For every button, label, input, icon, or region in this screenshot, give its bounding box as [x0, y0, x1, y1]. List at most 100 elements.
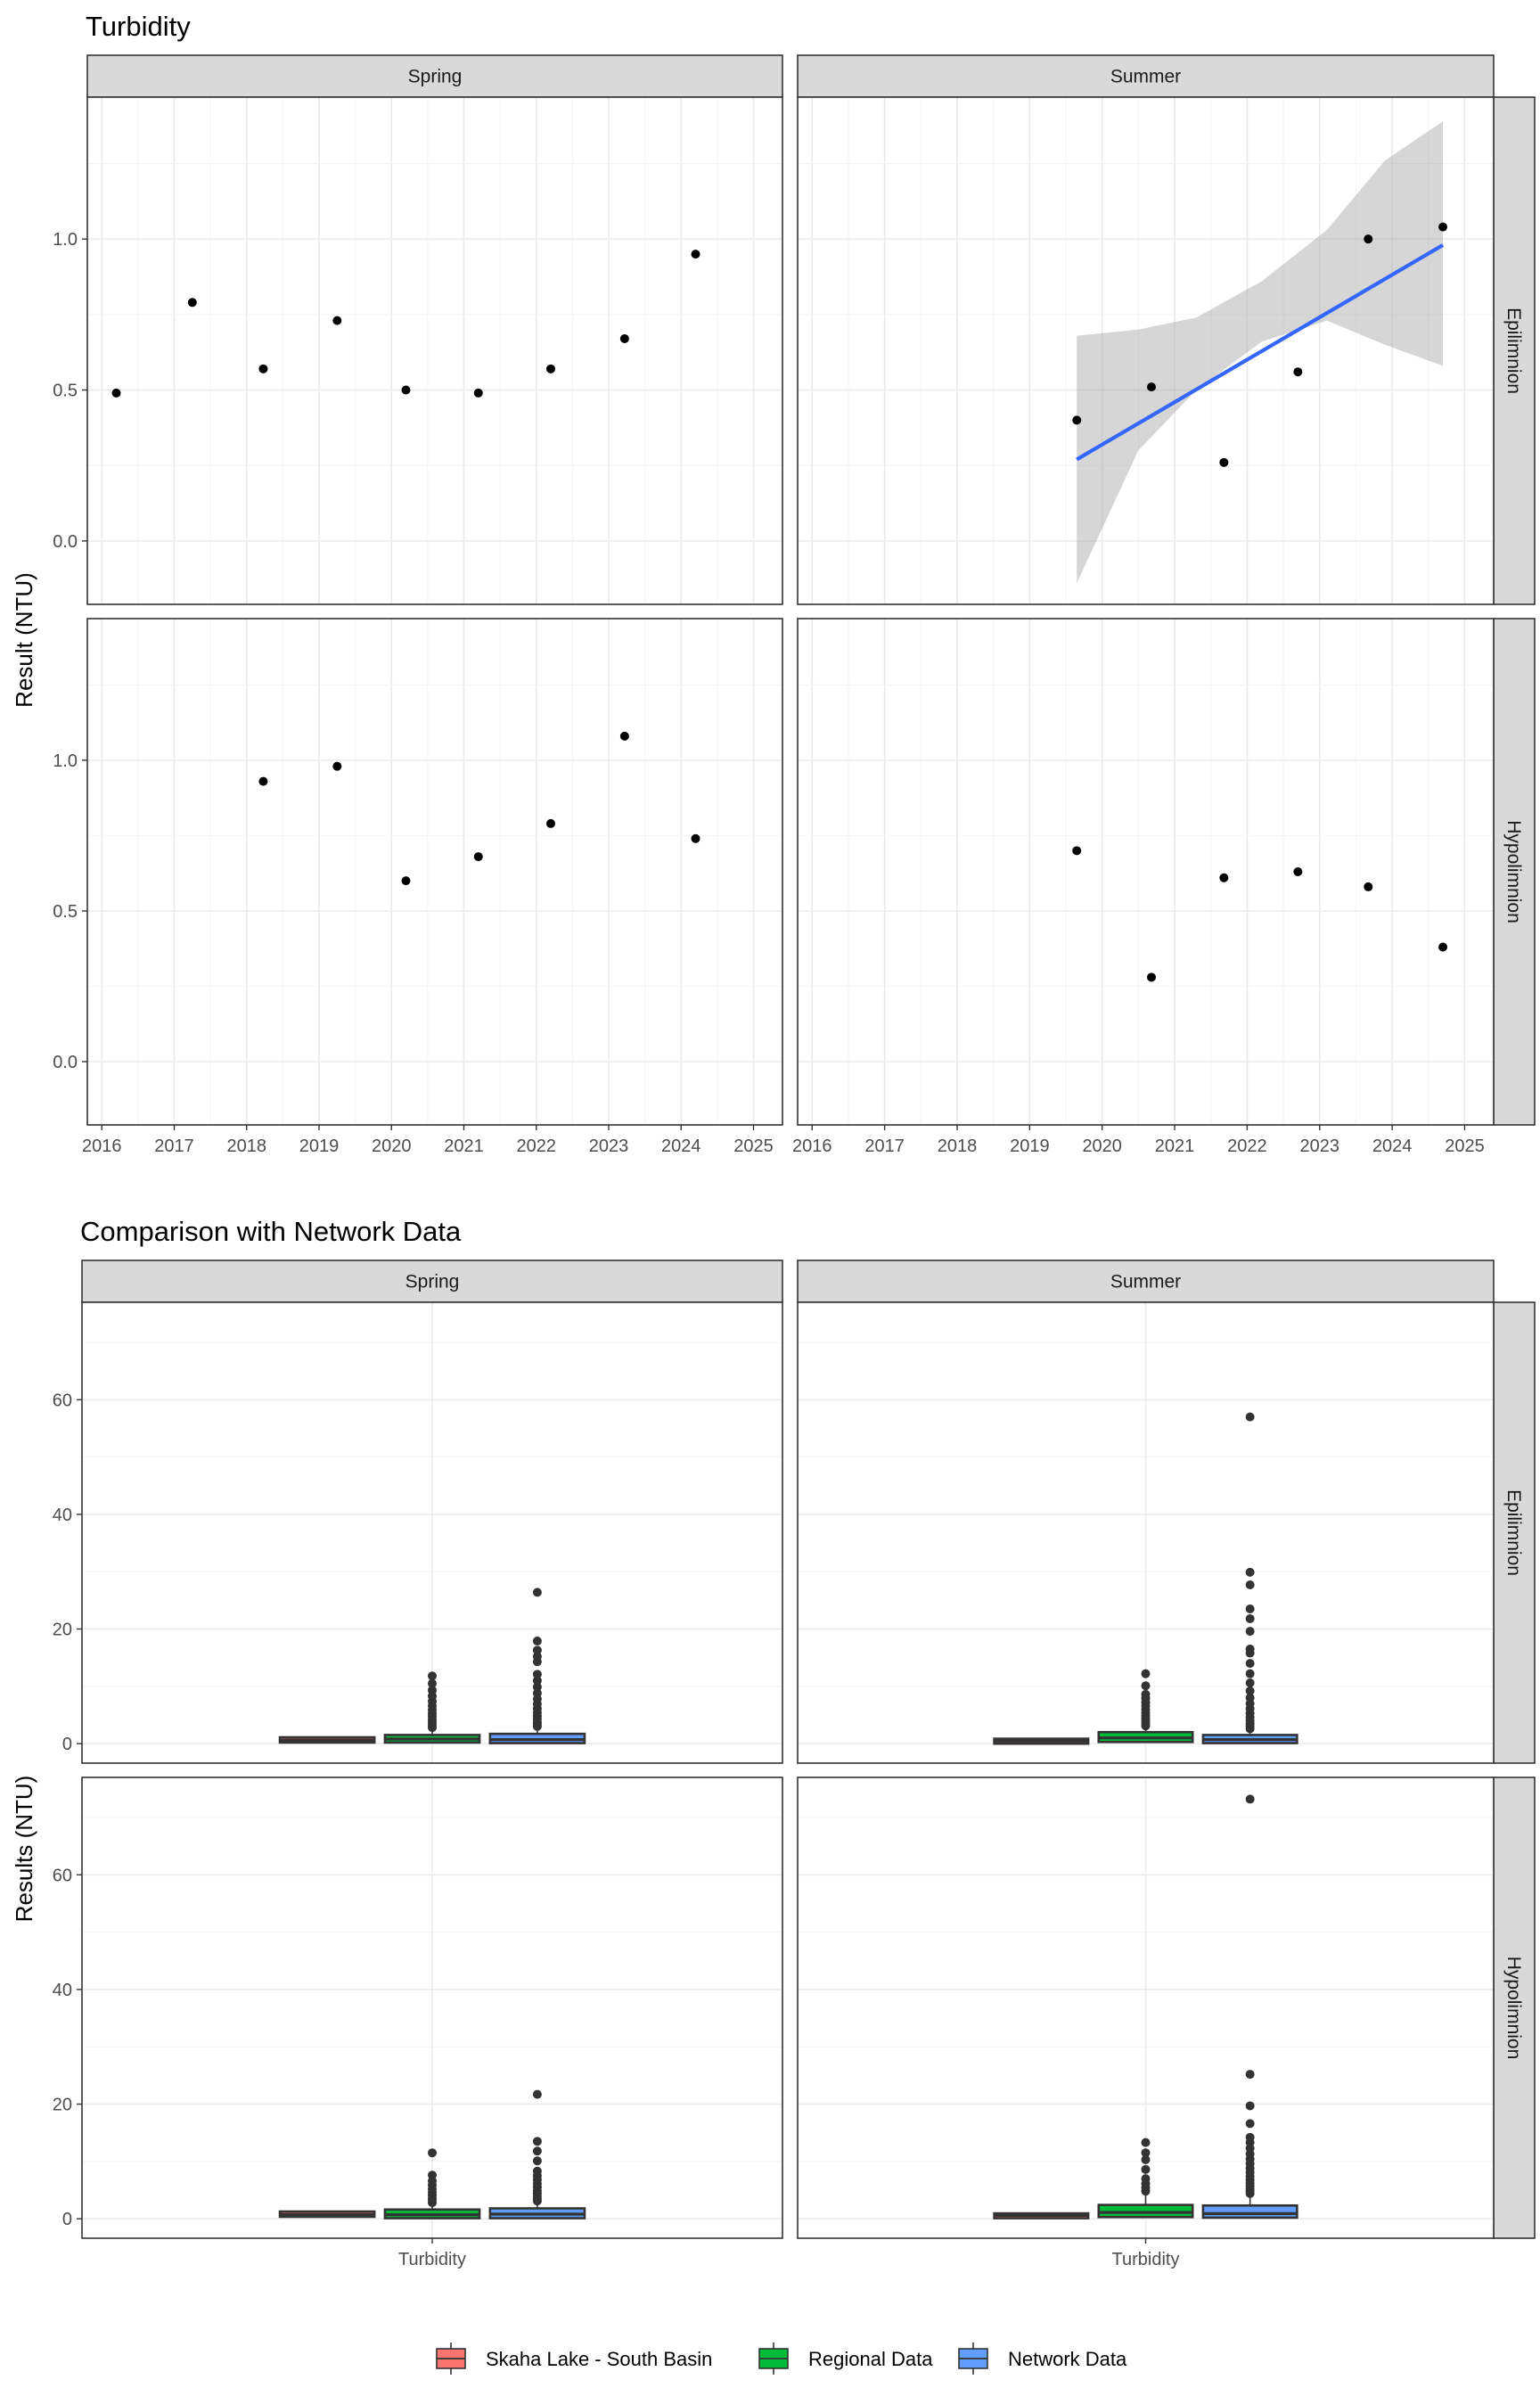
outlier-point [428, 1671, 437, 1681]
top-col-strip-label-spring: Spring [408, 67, 463, 87]
x-tick-label: 2023 [1300, 1136, 1340, 1156]
outlier-point [532, 1652, 542, 1662]
outlier-point [1245, 2101, 1255, 2111]
data-point [1147, 972, 1157, 982]
outlier-point [1245, 1580, 1255, 1590]
outlier-point [532, 1637, 542, 1646]
legend-item-skaha-lake-south-basin: Skaha Lake - South Basin [436, 2343, 712, 2375]
outlier-point [1245, 1412, 1255, 1422]
outlier-point [532, 2089, 542, 2099]
panel-border [797, 1301, 1495, 1764]
outlier-point [1141, 2138, 1151, 2147]
network-comparison-boxplot-chart: Spring Summer Epilimnion Hypolimnion 0 20 40 60… [53, 1260, 1536, 2269]
outlier-point [428, 2148, 437, 2158]
bottom-panel-spring-epilimnion [81, 1301, 783, 1764]
x-tick-label: 2021 [1155, 1136, 1195, 1156]
legend-label: Network Data [1008, 2348, 1127, 2370]
outlier-point [532, 1682, 542, 1692]
data-point [1438, 222, 1448, 232]
outlier-point [532, 2146, 542, 2156]
top-panel-summer-epilimnion [797, 96, 1495, 605]
outlier-point [1141, 2164, 1151, 2174]
box-network-data [488, 2089, 586, 2220]
bottom-col-strip-label-summer: Summer [1110, 1272, 1181, 1292]
box-network-data [1201, 1412, 1298, 1744]
panel-border [797, 618, 1495, 1126]
outlier-point [428, 2170, 437, 2180]
top-col-strip-summer [797, 54, 1495, 98]
panel-border [86, 618, 783, 1126]
outlier-point [1245, 1645, 1255, 1654]
data-point [1293, 867, 1303, 876]
outlier-point [1245, 1686, 1255, 1695]
y-tick-label: 20 [53, 1621, 72, 1640]
box-regional-data [1097, 2138, 1194, 2219]
x-tick-label: 2019 [299, 1136, 340, 1156]
outlier-point [1245, 1613, 1255, 1623]
outlier-point [532, 1645, 542, 1655]
panel-background [798, 619, 1494, 1125]
outlier-point [1245, 1794, 1255, 1804]
bottom-panel-summer-hypolimnion [797, 1776, 1495, 2239]
outlier-point [1245, 1627, 1255, 1637]
outlier-point [1141, 2154, 1151, 2164]
bottom-row-strip-label-hypolimnion: Hypolimnion [1503, 1957, 1524, 2060]
data-point [1219, 457, 1229, 467]
bottom-col-strip-summer [797, 1260, 1495, 1303]
outlier-point [1141, 1689, 1151, 1699]
x-tick-label: 2020 [1082, 1136, 1122, 1156]
panel-background [87, 97, 782, 604]
outlier-point [532, 2166, 542, 2176]
x-tick-label: 2023 [589, 1136, 629, 1156]
data-point [691, 833, 700, 843]
data-point [332, 761, 342, 771]
data-point [1072, 415, 1082, 425]
box-network-data [488, 1588, 586, 1744]
outlier-point [1245, 1604, 1255, 1614]
outlier-point [1245, 1678, 1255, 1687]
x-tick-label: 2018 [227, 1136, 267, 1156]
outlier-point [532, 2137, 542, 2146]
outlier-point [1245, 1567, 1255, 1577]
data-point [1438, 942, 1448, 952]
top-y-axis-title: Result (NTU) [11, 572, 37, 708]
outlier-point [1245, 2070, 1255, 2080]
bottom-y-axis-title: Results (NTU) [11, 1776, 37, 1923]
y-tick-label: 0 [62, 2210, 72, 2229]
box-skaha-lake-south-basin [993, 2211, 1090, 2220]
y-tick-label: 1.0 [53, 230, 78, 250]
x-tick-label: 2019 [1010, 1136, 1050, 1156]
box-network-data [1201, 1794, 1298, 2220]
outlier-point [1245, 1659, 1255, 1669]
top-row-strip-label-epilimnion: Epilimnion [1503, 308, 1524, 394]
box-skaha-lake-south-basin [278, 1735, 376, 1744]
outlier-point [532, 1676, 542, 1686]
data-point [691, 250, 700, 259]
y-tick-label: 0.0 [53, 532, 78, 552]
top-row-strip-hypolimnion [1493, 618, 1536, 1126]
outlier-point [532, 2156, 542, 2166]
data-point [1364, 882, 1373, 891]
y-tick-label: 20 [53, 2096, 72, 2115]
x-tick-label: 2024 [1372, 1136, 1413, 1156]
panel-background [798, 97, 1494, 604]
legend-label: Skaha Lake - South Basin [486, 2348, 712, 2370]
bottom-chart-title: Comparison with Network Data [80, 1216, 462, 1247]
top-col-strip-label-summer: Summer [1110, 67, 1181, 87]
x-tick-label: 2018 [938, 1136, 978, 1156]
x-tick-label: 2017 [154, 1136, 194, 1156]
x-tick-label: 2016 [792, 1136, 832, 1156]
data-point [332, 316, 342, 325]
y-tick-label: 0.5 [53, 382, 78, 401]
y-tick-label: 0 [62, 1735, 72, 1754]
panel-background [87, 619, 782, 1125]
bottom-panel-spring-hypolimnion [81, 1776, 783, 2239]
data-point [1147, 382, 1157, 392]
y-tick-label: 0.5 [53, 902, 78, 922]
bottom-col-strip-spring [81, 1260, 783, 1303]
data-point [546, 364, 555, 373]
x-tick-label: 2022 [1227, 1136, 1267, 1156]
outlier-point [532, 1688, 542, 1698]
panel-border [81, 1301, 783, 1764]
